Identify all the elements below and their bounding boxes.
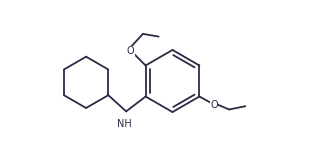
Text: O: O — [211, 100, 218, 110]
Text: NH: NH — [117, 120, 132, 129]
Text: O: O — [127, 46, 135, 56]
